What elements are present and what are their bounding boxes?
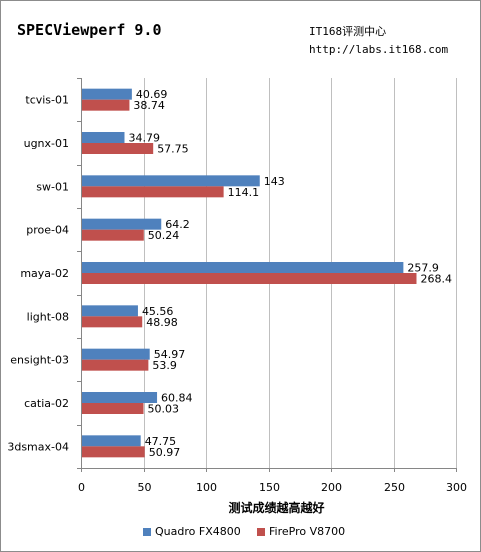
value-label: 54.97 [154, 348, 186, 361]
legend-swatch-series-2 [257, 528, 265, 536]
value-label: 38.74 [133, 99, 165, 112]
category-label: ugnx-01 [24, 137, 69, 150]
category-label: sw-01 [36, 180, 69, 193]
value-label: 60.84 [161, 392, 193, 405]
category-label: proe-04 [26, 224, 69, 237]
bar-2-catia-02 [82, 403, 144, 414]
legend-label-series-2: FirePro V8700 [269, 525, 346, 538]
x-tick-label: 200 [321, 481, 342, 494]
source-line-1: IT168评测中心 [309, 25, 387, 38]
source-line-2: http://labs.it168.com [309, 43, 449, 56]
value-label: 50.97 [149, 446, 181, 459]
value-label: 268.4 [421, 273, 453, 286]
bar-1-3dsmax-04 [82, 435, 141, 447]
bar-2-ensight-03 [82, 359, 149, 371]
value-label: 40.69 [136, 88, 168, 101]
category-label: ensight-03 [10, 354, 69, 367]
category-label: 3dsmax-04 [7, 440, 69, 453]
bar-1-catia-02 [82, 392, 158, 403]
x-tick-label: 0 [78, 481, 85, 494]
value-label: 57.75 [157, 143, 189, 156]
value-label: 64.2 [165, 218, 190, 231]
bar-1-proe-04 [82, 218, 162, 230]
value-label: 50.24 [148, 229, 180, 242]
legend-swatch-series-1 [143, 528, 151, 536]
bar-2-3dsmax-04 [82, 446, 145, 458]
value-label: 50.03 [148, 403, 180, 416]
category-label: light-08 [27, 310, 69, 323]
value-label: 45.56 [142, 305, 174, 318]
chart-title: SPECViewperf 9.0 [17, 21, 162, 39]
x-tick-label: 100 [196, 481, 217, 494]
bar-2-proe-04 [82, 229, 144, 241]
bar-1-sw-01 [82, 175, 260, 187]
value-label: 114.1 [228, 186, 260, 199]
category-label: maya-02 [20, 267, 69, 280]
bar-1-light-08 [82, 305, 138, 317]
legend-label-series-1: Quadro FX4800 [155, 525, 241, 538]
value-label: 47.75 [145, 435, 177, 448]
x-tick-label: 300 [446, 481, 467, 494]
bar-1-maya-02 [82, 262, 404, 273]
value-label: 257.9 [407, 262, 439, 275]
x-tick-label: 50 [138, 481, 152, 494]
x-axis-title: 测试成绩越高越好 [228, 500, 324, 515]
bar-1-ugnx-01 [82, 132, 125, 143]
value-label: 34.79 [128, 132, 160, 145]
bar-1-tcvis-01 [82, 88, 132, 100]
value-label: 48.98 [146, 316, 178, 329]
bar-1-ensight-03 [82, 348, 150, 360]
category-label: catia-02 [24, 397, 69, 410]
bar-2-maya-02 [82, 273, 417, 284]
bar-2-ugnx-01 [82, 143, 154, 154]
x-tick-label: 250 [384, 481, 405, 494]
value-label: 143 [264, 175, 285, 188]
bar-2-light-08 [82, 316, 143, 328]
x-tick-label: 150 [259, 481, 280, 494]
value-label: 53.9 [152, 359, 177, 372]
category-label: tcvis-01 [25, 94, 69, 107]
bar-2-sw-01 [82, 186, 224, 198]
legend: Quadro FX4800 FirePro V8700 [1, 525, 481, 541]
bar-2-tcvis-01 [82, 99, 130, 111]
